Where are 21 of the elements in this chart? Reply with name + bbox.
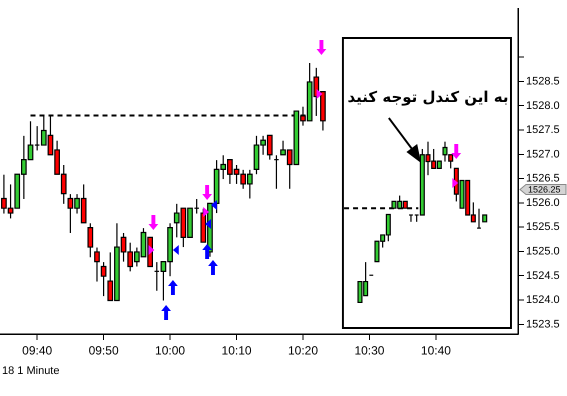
x-tick-label: 09:50 — [88, 344, 119, 358]
y-tick-label: 1525.5 — [526, 221, 560, 234]
y-tick-label: 1528.0 — [526, 100, 560, 112]
x-tick-label: 10:40 — [420, 344, 452, 358]
y-tick-label: 1523.5 — [526, 318, 560, 330]
y-tick-label: 1524.5 — [526, 270, 560, 282]
x-tick-label: 09:40 — [22, 344, 53, 358]
annotation: به این کندل توجه کنید — [348, 88, 508, 106]
text: 1526.25 — [528, 184, 561, 194]
x-tick-label: 10:20 — [288, 344, 318, 358]
y-tick-label: 1524.0 — [526, 294, 560, 306]
y-tick-label: 1527.5 — [526, 124, 560, 136]
x-tick-label: 10:30 — [354, 344, 385, 358]
y-tick-label: 1525.0 — [526, 245, 560, 258]
x-tick-label: 10:00 — [155, 344, 186, 358]
text: 18 1 Minute — [2, 365, 60, 378]
y-tick-label: 1527.0 — [526, 148, 560, 160]
y-tick-label: 1526.5 — [526, 172, 560, 185]
x-tick-label: 10:10 — [222, 344, 252, 358]
y-tick-label: 1526.0 — [526, 196, 560, 209]
y-tick-label: 1528.5 — [526, 75, 560, 88]
